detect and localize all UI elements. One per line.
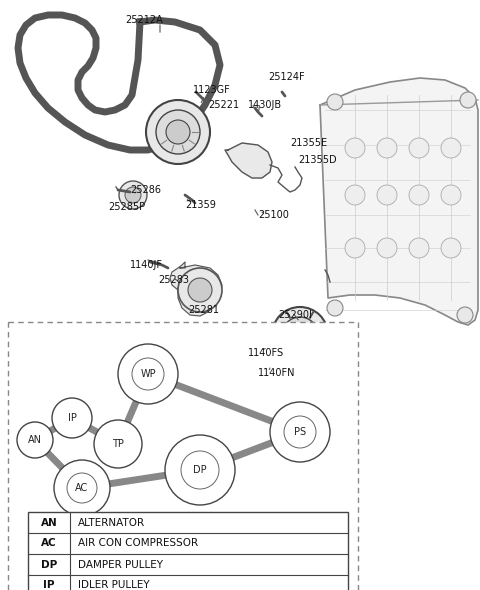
Circle shape [17, 422, 53, 458]
Text: IP: IP [68, 413, 76, 423]
Text: IP: IP [43, 581, 55, 590]
Circle shape [377, 238, 397, 258]
Text: 1140JF: 1140JF [130, 260, 163, 270]
Text: DAMPER PULLEY: DAMPER PULLEY [78, 559, 163, 569]
Text: DP: DP [193, 465, 207, 475]
Text: 21355D: 21355D [298, 155, 336, 165]
Circle shape [282, 317, 318, 353]
Circle shape [166, 120, 190, 144]
Circle shape [54, 460, 110, 516]
Circle shape [409, 238, 429, 258]
Circle shape [460, 92, 476, 108]
Text: TP: TP [112, 439, 124, 449]
Circle shape [377, 185, 397, 205]
Circle shape [181, 451, 219, 489]
Text: WP: WP [140, 369, 156, 379]
Circle shape [94, 420, 142, 468]
Circle shape [345, 185, 365, 205]
Text: 25290I: 25290I [278, 310, 312, 320]
Circle shape [52, 398, 92, 438]
Circle shape [327, 300, 343, 316]
Text: 25100: 25100 [258, 210, 289, 220]
Text: 1140FS: 1140FS [248, 348, 284, 358]
Circle shape [345, 238, 365, 258]
Circle shape [377, 138, 397, 158]
Circle shape [441, 185, 461, 205]
Text: DP: DP [41, 559, 57, 569]
Text: 25124F: 25124F [268, 72, 305, 82]
Text: 25283: 25283 [158, 275, 189, 285]
Text: AN: AN [28, 435, 42, 445]
Circle shape [178, 268, 222, 312]
Text: 25221: 25221 [208, 100, 239, 110]
Circle shape [188, 278, 212, 302]
Text: 21359: 21359 [185, 200, 216, 210]
Circle shape [409, 185, 429, 205]
Circle shape [118, 344, 178, 404]
Bar [8, 322, 358, 590]
Circle shape [119, 181, 147, 209]
Text: AN: AN [41, 517, 58, 527]
Text: ALTERNATOR: ALTERNATOR [78, 517, 145, 527]
Circle shape [146, 100, 210, 164]
Circle shape [345, 138, 365, 158]
Polygon shape [252, 335, 282, 375]
Circle shape [441, 238, 461, 258]
Text: AIR CON COMPRESSOR: AIR CON COMPRESSOR [78, 539, 198, 549]
Circle shape [165, 435, 235, 505]
Bar [28, 512, 348, 590]
Text: PS: PS [294, 427, 306, 437]
Circle shape [272, 307, 328, 363]
Circle shape [441, 138, 461, 158]
Text: 25285P: 25285P [108, 202, 145, 212]
Text: AC: AC [75, 483, 89, 493]
Text: 21355E: 21355E [290, 138, 327, 148]
Text: 25281: 25281 [188, 305, 219, 315]
Circle shape [409, 138, 429, 158]
Text: 1140FN: 1140FN [258, 368, 296, 378]
Circle shape [125, 187, 141, 203]
Text: IDLER PULLEY: IDLER PULLEY [78, 581, 150, 590]
Polygon shape [170, 262, 222, 316]
Text: AC: AC [41, 539, 57, 549]
Circle shape [156, 110, 200, 154]
Circle shape [67, 473, 97, 503]
Text: 1430JB: 1430JB [248, 100, 282, 110]
Text: 1123GF: 1123GF [193, 85, 231, 95]
Circle shape [327, 94, 343, 110]
Polygon shape [225, 143, 272, 178]
Polygon shape [320, 78, 478, 325]
Circle shape [132, 358, 164, 390]
Text: 25286: 25286 [130, 185, 161, 195]
Circle shape [270, 402, 330, 462]
Circle shape [284, 416, 316, 448]
Circle shape [457, 307, 473, 323]
Text: 25212A: 25212A [125, 15, 163, 25]
